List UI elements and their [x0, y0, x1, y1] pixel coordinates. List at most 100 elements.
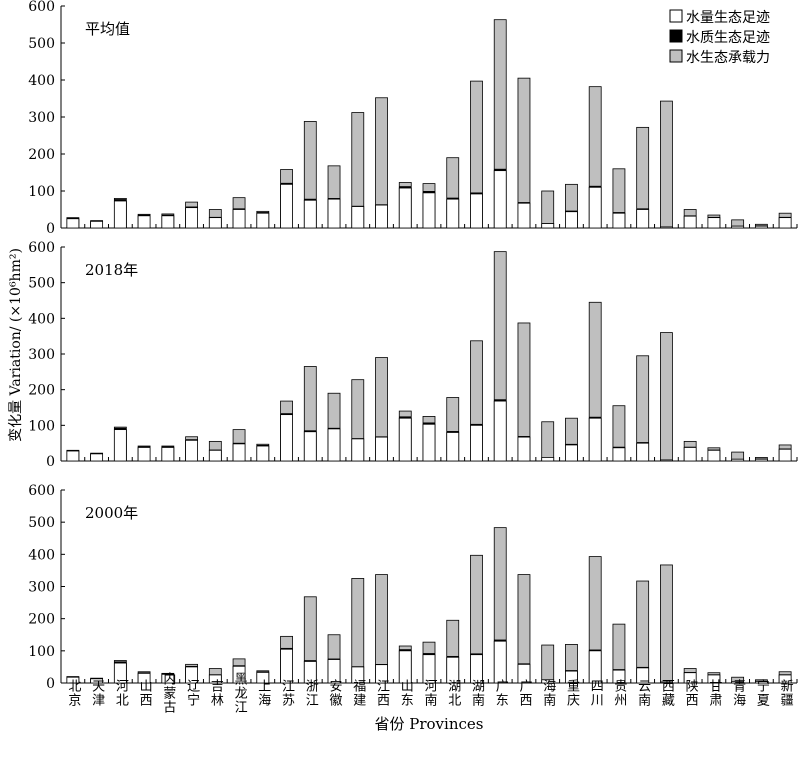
y-tick-label: 600	[28, 240, 55, 256]
bar-water-quality-footprint	[91, 453, 103, 454]
y-tick-label: 600	[28, 0, 55, 15]
bar-water-quantity-footprint	[67, 219, 79, 228]
y-tick-label: 400	[28, 311, 55, 327]
bar-water-quality-footprint	[613, 447, 625, 448]
bar-water-quantity-footprint	[637, 443, 649, 461]
y-tick-label: 200	[28, 147, 55, 163]
bar-water-quality-footprint	[376, 204, 388, 205]
x-axis-title: 省份 Provinces	[375, 715, 484, 733]
bar-water-quantity-footprint	[399, 188, 411, 228]
x-tick-label: 黑龙江	[232, 672, 248, 714]
y-tick-label: 0	[46, 454, 55, 470]
bar-water-quality-footprint	[637, 208, 649, 209]
bar-water-quality-footprint	[328, 428, 340, 429]
bar-water-quality-footprint	[281, 183, 293, 184]
bar-water-quantity-footprint	[565, 212, 577, 228]
bar-water-quality-footprint	[708, 217, 720, 218]
x-tick-label: 河北	[113, 679, 128, 707]
y-tick-label: 100	[28, 184, 55, 200]
bar-water-quality-footprint	[328, 659, 340, 660]
bar-water-quality-footprint	[304, 430, 316, 431]
bar-water-quality-footprint	[257, 671, 269, 672]
bar-water-quantity-footprint	[494, 401, 506, 461]
y-tick-label: 600	[28, 483, 55, 499]
x-tick-label: 吉林	[208, 679, 224, 707]
y-tick-label: 300	[28, 110, 55, 126]
bar-water-quantity-footprint	[684, 447, 696, 461]
x-tick-label: 辽宁	[184, 679, 200, 707]
bar-water-quality-footprint	[518, 202, 530, 203]
bar-water-quantity-footprint	[281, 184, 293, 228]
bar-water-quantity-footprint	[447, 199, 459, 228]
bar-water-quantity-footprint	[732, 459, 744, 461]
bar-water-quality-footprint	[447, 656, 459, 657]
y-axis-title: 变化量 Variation/ (×10⁶hm²)	[8, 248, 24, 442]
x-tick-label: 海南	[540, 679, 556, 707]
bar-water-quantity-footprint	[613, 448, 625, 461]
bar-water-quality-footprint	[589, 417, 601, 418]
bar-water-quality-footprint	[233, 208, 245, 209]
bar-water-quality-footprint	[399, 649, 411, 651]
bar-water-quality-footprint	[447, 431, 459, 432]
bar-water-quality-footprint	[376, 436, 388, 437]
bar-water-quality-footprint	[684, 215, 696, 216]
bar-water-quantity-footprint	[518, 203, 530, 228]
bar-water-quantity-footprint	[352, 207, 364, 228]
bar-water-quantity-footprint	[114, 201, 126, 228]
y-tick-label: 200	[28, 612, 55, 628]
panel-title: 2018年	[85, 261, 138, 279]
bar-carrying-capacity	[542, 191, 554, 228]
x-tick-label: 山西	[137, 679, 153, 707]
bar-water-quality-footprint	[755, 225, 767, 226]
bar-water-quantity-footprint	[755, 226, 767, 228]
bar-water-quantity-footprint	[257, 213, 269, 228]
bar-water-quality-footprint	[281, 648, 293, 649]
bar-water-quantity-footprint	[447, 432, 459, 461]
bar-water-quantity-footprint	[470, 194, 482, 228]
x-tick-label: 陕西	[683, 679, 699, 707]
bar-water-quality-footprint	[399, 186, 411, 188]
x-tick-label: 浙江	[303, 679, 319, 707]
x-tick-label: 湖北	[445, 679, 461, 707]
bar-water-quality-footprint	[233, 443, 245, 444]
bar-water-quality-footprint	[613, 669, 625, 670]
bar-carrying-capacity	[660, 565, 672, 683]
bar-water-quantity-footprint	[209, 218, 221, 228]
bar-water-quantity-footprint	[589, 187, 601, 228]
bar-water-quality-footprint	[114, 661, 126, 663]
y-tick-label: 0	[46, 221, 55, 237]
bar-water-quantity-footprint	[91, 454, 103, 461]
bar-water-quality-footprint	[67, 450, 79, 451]
bar-water-quantity-footprint	[328, 199, 340, 228]
x-tick-label: 四川	[588, 679, 604, 707]
bar-water-quality-footprint	[494, 640, 506, 642]
bar-water-quality-footprint	[470, 653, 482, 654]
bar-water-quality-footprint	[423, 191, 435, 193]
legend-label: 水生态承载力	[686, 50, 770, 66]
bar-water-quality-footprint	[708, 674, 720, 675]
bar-water-quality-footprint	[281, 413, 293, 414]
y-tick-label: 500	[28, 36, 55, 52]
bar-water-quality-footprint	[209, 450, 221, 451]
x-tick-label: 西藏	[659, 679, 675, 707]
bar-water-quality-footprint	[613, 212, 625, 213]
y-tick-label: 300	[28, 580, 55, 596]
legend-swatch	[670, 10, 682, 22]
bar-water-quality-footprint	[779, 674, 791, 675]
y-tick-label: 400	[28, 73, 55, 89]
x-tick-label: 江西	[374, 679, 390, 707]
bar-water-quantity-footprint	[470, 425, 482, 461]
bar-water-quality-footprint	[186, 666, 198, 667]
y-tick-label: 300	[28, 347, 55, 363]
bar-water-quantity-footprint	[660, 460, 672, 461]
bar-water-quantity-footprint	[376, 205, 388, 228]
bar-water-quality-footprint	[399, 416, 411, 418]
x-tick-label: 北京	[65, 679, 81, 707]
panel-title: 平均值	[85, 20, 130, 38]
bar-water-quality-footprint	[114, 428, 126, 430]
bar-water-quantity-footprint	[91, 221, 103, 228]
bar-water-quantity-footprint	[542, 224, 554, 228]
bar-water-quality-footprint	[470, 424, 482, 425]
